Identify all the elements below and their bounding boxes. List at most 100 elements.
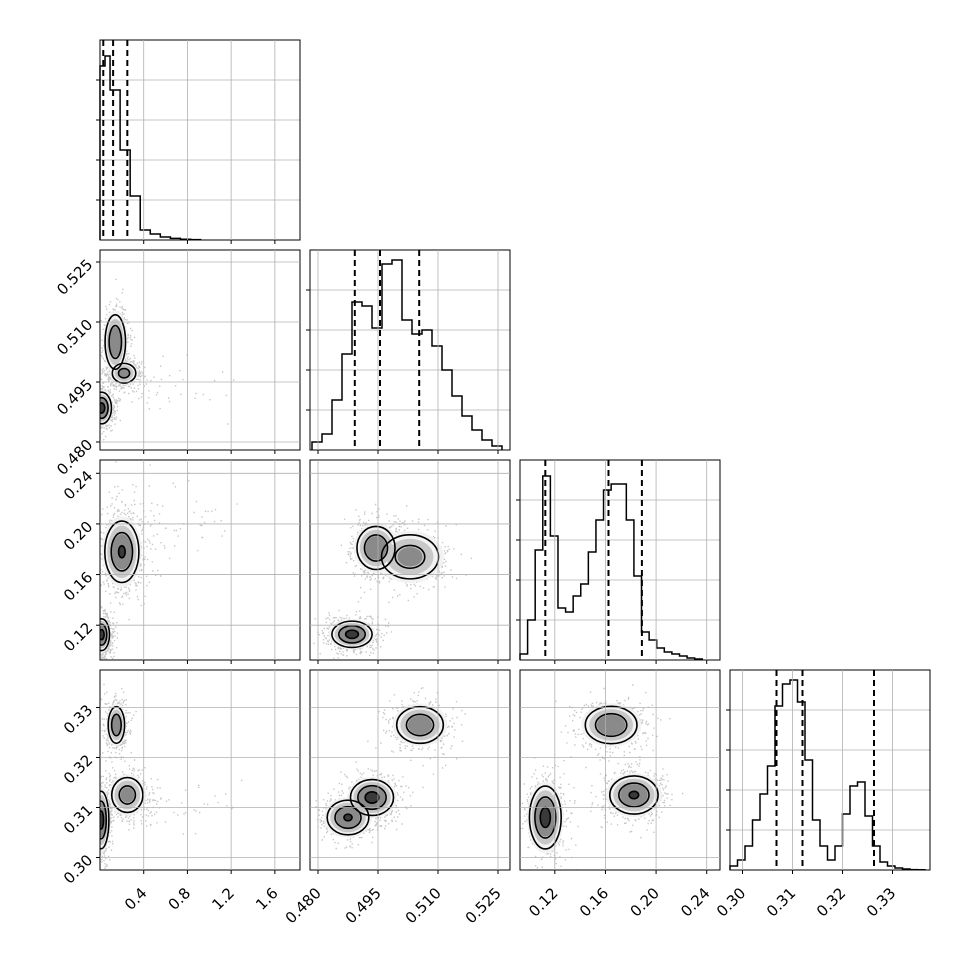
density-level bbox=[596, 714, 626, 736]
density-content bbox=[100, 683, 243, 869]
contour-line bbox=[326, 799, 370, 836]
contour-line bbox=[117, 367, 131, 379]
contour-line bbox=[394, 544, 426, 570]
panel-frame-3_3 bbox=[729, 669, 931, 871]
x-tick-label: 0.480 bbox=[282, 884, 325, 927]
contour-line bbox=[103, 520, 140, 584]
density-content bbox=[313, 503, 473, 660]
gridlines-1-0 bbox=[100, 250, 300, 450]
density-level bbox=[345, 630, 359, 639]
contour-line bbox=[618, 782, 650, 808]
contour-line bbox=[117, 544, 126, 559]
contour-line bbox=[584, 705, 638, 745]
gridlines-3-1 bbox=[310, 670, 510, 870]
density-content bbox=[520, 684, 684, 870]
density-level bbox=[397, 547, 423, 567]
y-tick-label: 0.16 bbox=[60, 568, 96, 604]
density-level bbox=[540, 807, 551, 828]
y-tick-label: 0.480 bbox=[53, 436, 96, 479]
density-panel-1_0 bbox=[99, 249, 301, 451]
contour-line bbox=[100, 628, 105, 641]
contour-line bbox=[100, 617, 111, 652]
panel-frame-2_0 bbox=[99, 459, 301, 661]
contour-line bbox=[343, 813, 353, 822]
contour-line bbox=[100, 391, 113, 425]
contour-line bbox=[338, 624, 366, 644]
x-tick-label: 0.525 bbox=[462, 884, 505, 927]
contour-line bbox=[110, 531, 134, 572]
density-level bbox=[100, 629, 105, 640]
density-level bbox=[120, 787, 135, 803]
density-content bbox=[100, 278, 235, 441]
histogram-panel-2 bbox=[516, 459, 721, 661]
density-level bbox=[629, 791, 639, 799]
density-panel-2_0 bbox=[99, 459, 301, 661]
x-tick-label: 0.32 bbox=[813, 884, 849, 920]
y-tick-label: 0.20 bbox=[60, 518, 96, 554]
y-tick-label: 0.31 bbox=[60, 801, 96, 837]
contour-line bbox=[608, 775, 659, 815]
panel-frame-3_0 bbox=[99, 669, 301, 871]
x-tick-label: 0.4 bbox=[121, 884, 151, 914]
gridlines-2-1 bbox=[310, 460, 510, 660]
gridlines-3-0 bbox=[100, 670, 300, 870]
histogram-steps bbox=[519, 475, 704, 660]
density-level bbox=[109, 327, 121, 357]
x-tick-label: 0.12 bbox=[525, 884, 561, 920]
y-tick-label: 0.525 bbox=[53, 256, 96, 299]
histogram-panel-1 bbox=[306, 249, 511, 451]
panel-frame-2_2 bbox=[519, 459, 721, 661]
contour-line bbox=[364, 790, 380, 805]
density-level bbox=[100, 402, 105, 414]
gridlines-1-1 bbox=[317, 250, 499, 450]
contour-line bbox=[334, 805, 362, 830]
contour-line bbox=[363, 534, 389, 562]
contour-line bbox=[118, 785, 137, 805]
contour-line bbox=[395, 705, 445, 745]
density-level bbox=[112, 715, 121, 735]
x-tick-label: 1.6 bbox=[252, 884, 282, 914]
contour-line bbox=[100, 402, 106, 414]
contour-line bbox=[100, 800, 108, 840]
density-level bbox=[365, 791, 379, 804]
contour-line bbox=[104, 313, 127, 371]
contour-line bbox=[108, 324, 123, 360]
density-panel-3_1 bbox=[309, 669, 511, 871]
histogram-steps bbox=[99, 55, 202, 241]
x-tick-label: 0.495 bbox=[342, 884, 385, 927]
gridlines-3-3 bbox=[742, 670, 893, 870]
contour-line bbox=[534, 796, 557, 839]
contour-line bbox=[594, 712, 628, 738]
y-tick-label: 0.33 bbox=[60, 701, 96, 737]
histogram-panel-0 bbox=[96, 39, 301, 241]
histogram-panel-3 bbox=[726, 669, 931, 871]
gridlines-3-2 bbox=[520, 670, 720, 870]
x-tick-label: 0.510 bbox=[402, 884, 445, 927]
panel-frame-3_1 bbox=[309, 669, 511, 871]
contour-line bbox=[349, 778, 395, 817]
density-content bbox=[100, 461, 238, 660]
scatter-points bbox=[100, 683, 243, 869]
scatter-points bbox=[100, 278, 235, 441]
contour-line bbox=[528, 785, 563, 850]
panel-frame-1_1 bbox=[309, 249, 511, 451]
contour-line bbox=[100, 810, 105, 830]
density-panel-3_2 bbox=[519, 669, 721, 871]
gridlines-0-0 bbox=[143, 40, 276, 240]
histogram-steps bbox=[311, 259, 503, 450]
contour-line bbox=[100, 396, 109, 420]
contour-line bbox=[405, 713, 435, 737]
contour-line bbox=[100, 790, 110, 850]
contour-line bbox=[100, 623, 108, 646]
scatter-points bbox=[313, 503, 473, 660]
x-tick-label: 0.31 bbox=[763, 884, 799, 920]
x-tick-label: 0.8 bbox=[165, 884, 195, 914]
x-tick-label: 0.30 bbox=[713, 884, 749, 920]
contour-line bbox=[628, 790, 640, 800]
panel-frame-0_0 bbox=[99, 39, 301, 241]
x-tick-label: 1.2 bbox=[208, 884, 238, 914]
contour-line bbox=[111, 362, 137, 384]
gridlines-2-2 bbox=[554, 460, 708, 660]
x-tick-label: 0.20 bbox=[627, 884, 663, 920]
density-level bbox=[407, 715, 433, 735]
